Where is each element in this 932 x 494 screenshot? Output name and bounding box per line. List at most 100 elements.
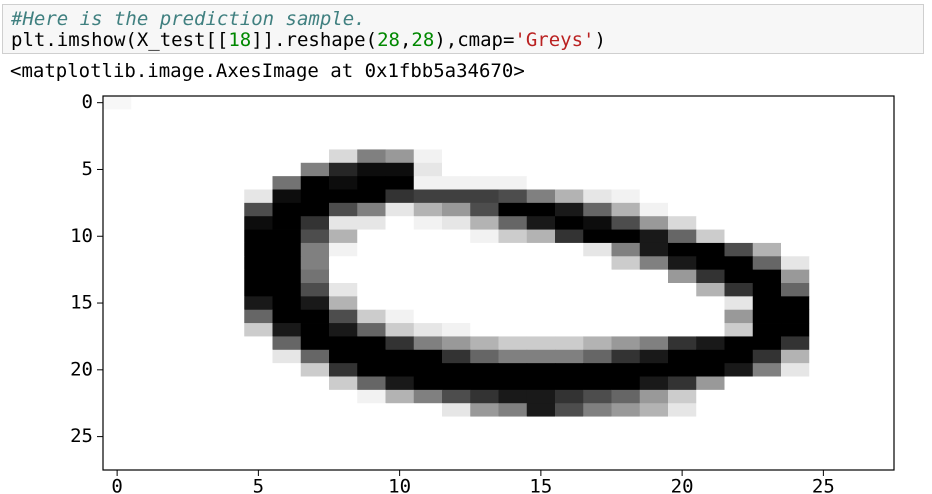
pixel (668, 123, 697, 137)
pixel (160, 363, 189, 377)
pixel (640, 96, 669, 110)
pixel (442, 417, 471, 431)
pixel (838, 296, 867, 310)
pixel (216, 403, 245, 417)
pixel (131, 230, 160, 244)
pixel (273, 203, 302, 217)
pixel (103, 457, 132, 471)
pixel (612, 403, 641, 417)
pixel (103, 323, 132, 337)
pixel (640, 109, 669, 123)
pixel (612, 203, 641, 217)
pixel (866, 283, 895, 297)
pixel (838, 350, 867, 364)
pixel (470, 377, 499, 391)
pixel (866, 417, 895, 431)
pixel (809, 163, 838, 177)
pixel (357, 283, 386, 297)
pixel (725, 163, 754, 177)
pixel (160, 176, 189, 190)
pixel (499, 149, 528, 163)
pixel (838, 163, 867, 177)
pixel (499, 270, 528, 284)
pixel (386, 336, 415, 350)
pixel (131, 377, 160, 391)
pixel (612, 336, 641, 350)
pixel (103, 283, 132, 297)
pixel (668, 149, 697, 163)
pixel (753, 363, 782, 377)
pixel (357, 350, 386, 364)
pixel (583, 350, 612, 364)
pixel (160, 350, 189, 364)
pixel (244, 323, 273, 337)
pixel (244, 430, 273, 444)
pixel (781, 243, 810, 257)
pixel (612, 176, 641, 190)
pixel (583, 403, 612, 417)
pixel (386, 403, 415, 417)
pixel (103, 377, 132, 391)
pixel (753, 256, 782, 270)
pixel (216, 283, 245, 297)
pixel (470, 310, 499, 324)
pixel (160, 283, 189, 297)
pixel (809, 443, 838, 457)
pixel (357, 443, 386, 457)
pixel (442, 190, 471, 204)
pixel (386, 296, 415, 310)
pixel (301, 203, 330, 217)
pixel (131, 443, 160, 457)
pixel (838, 230, 867, 244)
pixel (273, 123, 302, 137)
pixel (414, 283, 443, 297)
pixel (442, 163, 471, 177)
pixel (583, 163, 612, 177)
pixel (866, 443, 895, 457)
pixel (612, 457, 641, 471)
pixel (640, 283, 669, 297)
pixel (301, 417, 330, 431)
pixel (103, 336, 132, 350)
pixel (640, 123, 669, 137)
pixel (386, 363, 415, 377)
pixel (527, 323, 556, 337)
pixel (866, 176, 895, 190)
pixel (244, 256, 273, 270)
pixel (273, 149, 302, 163)
pixel (612, 443, 641, 457)
pixel (809, 296, 838, 310)
pixel (555, 350, 584, 364)
pixel (329, 230, 358, 244)
pixel (131, 296, 160, 310)
pixel (414, 176, 443, 190)
pixel (781, 336, 810, 350)
pixel (640, 443, 669, 457)
pixel (612, 243, 641, 257)
pixel (555, 296, 584, 310)
pixel (555, 96, 584, 110)
pixel (499, 323, 528, 337)
pixel (809, 336, 838, 350)
pixel (838, 377, 867, 391)
pixel (612, 310, 641, 324)
pixel (725, 216, 754, 230)
pixel (809, 230, 838, 244)
pixel (527, 350, 556, 364)
pixel (866, 336, 895, 350)
pixel (583, 96, 612, 110)
pixel (696, 310, 725, 324)
pixel (866, 256, 895, 270)
pixel (499, 350, 528, 364)
pixel (612, 163, 641, 177)
pixel (555, 123, 584, 137)
pixel (696, 363, 725, 377)
pixel (357, 149, 386, 163)
pixel (781, 270, 810, 284)
pixel (809, 270, 838, 284)
pixel (866, 390, 895, 404)
pixel (668, 443, 697, 457)
pixel (442, 457, 471, 471)
pixel (612, 123, 641, 137)
pixel (527, 363, 556, 377)
